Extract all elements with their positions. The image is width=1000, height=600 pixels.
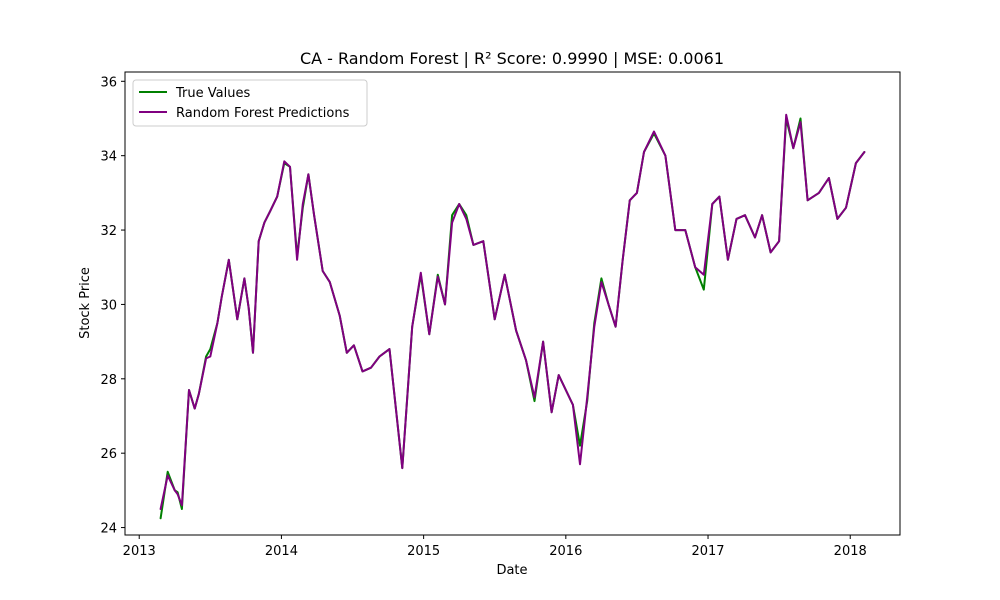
y-tick-label: 26: [100, 447, 117, 462]
y-tick-label: 28: [100, 373, 117, 388]
y-axis-label: Stock Price: [78, 267, 93, 339]
x-tick-label: 2017: [691, 544, 724, 559]
plot-area: 2013 2014 2015 2016 2017 2018 24 26 28 30 32 34 36: [100, 71, 901, 559]
series-line-predictions: [159, 113, 866, 510]
y-tick-label: 30: [100, 298, 117, 313]
x-tick-label: 2014: [265, 544, 298, 559]
x-tick-label: 2018: [834, 544, 867, 559]
x-tick-label: 2015: [407, 544, 440, 559]
y-tick-label: 36: [100, 75, 117, 90]
y-tick-label: 24: [100, 522, 117, 537]
x-tick-label: 2013: [123, 544, 156, 559]
x-tick-label: 2016: [549, 544, 582, 559]
y-tick-label: 32: [100, 224, 117, 239]
legend-label-predictions: Random Forest Predictions: [176, 106, 350, 121]
axes-frame: [124, 71, 901, 536]
chart-title: CA - Random Forest | R² Score: 0.9990 | …: [300, 49, 724, 68]
x-axis-label: Date: [496, 563, 527, 578]
legend: True Values Random Forest Predictions: [132, 79, 368, 127]
y-tick-label: 34: [100, 150, 117, 165]
legend-box: [132, 79, 368, 127]
legend-label-true-values: True Values: [175, 86, 250, 101]
